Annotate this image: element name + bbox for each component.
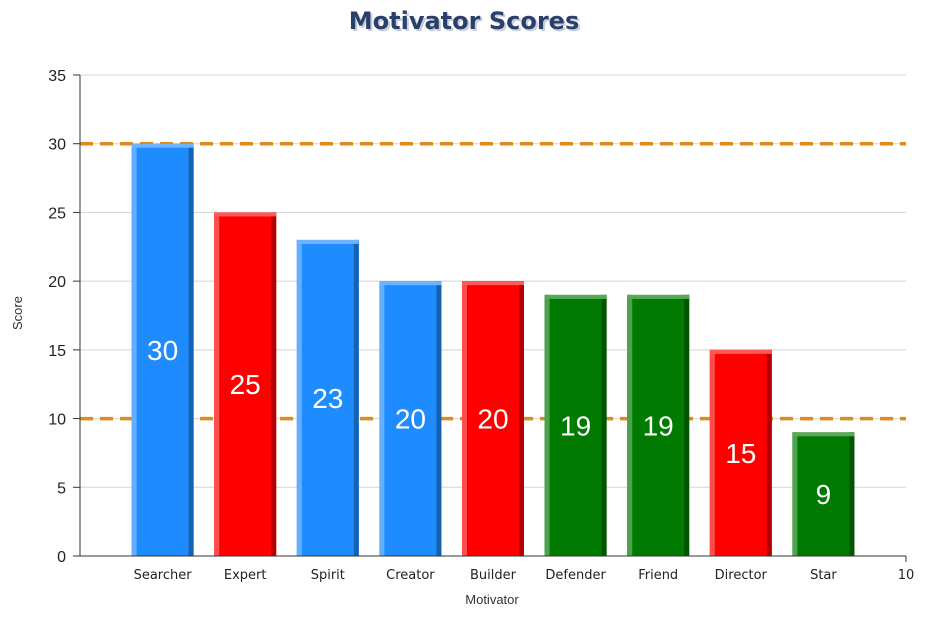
y-tick-labels: 0 5 10 15 20 25 30 35 (48, 68, 66, 566)
bar-value-label: 30 (147, 335, 178, 366)
x-tick-label: Searcher (134, 568, 193, 583)
y-tick-label: 20 (48, 274, 66, 291)
bar-highlight (627, 294, 633, 556)
bar-highlight (131, 143, 137, 556)
x-tick-label: Friend (638, 568, 678, 583)
chart-title-shadow: Motivator Scores (351, 9, 581, 37)
bar-shade (519, 281, 524, 556)
x-tick-labels: Searcher Expert Spirit Creator Builder Defend… (134, 568, 915, 583)
bar-value-label: 19 (643, 410, 674, 441)
x-tick-label: Defender (545, 568, 606, 583)
bar-highlight (792, 432, 798, 556)
y-tick-label: 35 (48, 68, 66, 85)
x-tick-label: Star (810, 568, 837, 583)
bar-shade (353, 239, 359, 556)
y-tick-label: 30 (48, 137, 66, 154)
bar-value-label: 9 (816, 479, 832, 510)
x-tick-label: Director (715, 568, 768, 583)
bar-top-bevel (379, 281, 442, 286)
y-tick-label: 5 (57, 480, 66, 497)
bar-top-bevel (214, 212, 277, 217)
bar-highlight (379, 281, 385, 556)
bar-value-label: 15 (725, 438, 756, 469)
axes (73, 74, 907, 562)
bar-shade (436, 281, 442, 556)
y-tick-label: 0 (57, 549, 66, 566)
bar-expert (214, 212, 277, 556)
bar-value-label: 19 (560, 410, 591, 441)
bar-shade (271, 212, 277, 556)
bar-top-bevel (627, 294, 690, 299)
x-tick-label: Creator (386, 568, 435, 583)
bar-top-bevel (131, 143, 194, 148)
bar-star (792, 432, 855, 556)
bar-shade (849, 432, 855, 556)
bar-director (709, 349, 772, 556)
bar-top-bevel (544, 294, 607, 299)
bars: 30 25 23 20 20 19 19 15 9 (131, 143, 855, 556)
bar-shade (188, 143, 194, 556)
x-edge-tick-label: 10 (898, 568, 915, 583)
bar-top-bevel (792, 432, 855, 437)
bar-top-bevel (709, 349, 772, 354)
y-axis-label: Score (10, 296, 25, 330)
y-tick-label: 15 (48, 343, 66, 360)
bar-top-bevel (462, 281, 524, 286)
bar-value-label: 25 (230, 369, 261, 400)
bar-value-label: 20 (395, 404, 426, 435)
bar-defender (544, 294, 607, 556)
bar-highlight (214, 212, 220, 556)
bar-value-label: 20 (477, 404, 508, 435)
bar-shade (684, 294, 690, 556)
bar-highlight (296, 239, 302, 556)
x-tick-label: Builder (470, 568, 517, 583)
x-tick-label: Expert (224, 568, 267, 583)
bar-creator (379, 281, 442, 556)
y-tick-label: 10 (48, 412, 66, 429)
bar-shade (601, 294, 607, 556)
bar-highlight (544, 294, 550, 556)
bar-builder (462, 281, 524, 556)
bar-friend (627, 294, 690, 556)
bar-highlight (709, 349, 715, 556)
bar-spirit (296, 239, 359, 556)
x-axis-label: Motivator (465, 592, 519, 607)
x-tick-label: Spirit (311, 568, 345, 583)
bar-value-label: 23 (312, 383, 343, 414)
bar-top-bevel (296, 239, 359, 244)
y-tick-label: 25 (48, 205, 66, 222)
bar-shade (766, 349, 772, 556)
bar-highlight (462, 281, 467, 556)
bar-searcher (131, 143, 194, 556)
chart-title: Motivator Scores (349, 7, 579, 35)
